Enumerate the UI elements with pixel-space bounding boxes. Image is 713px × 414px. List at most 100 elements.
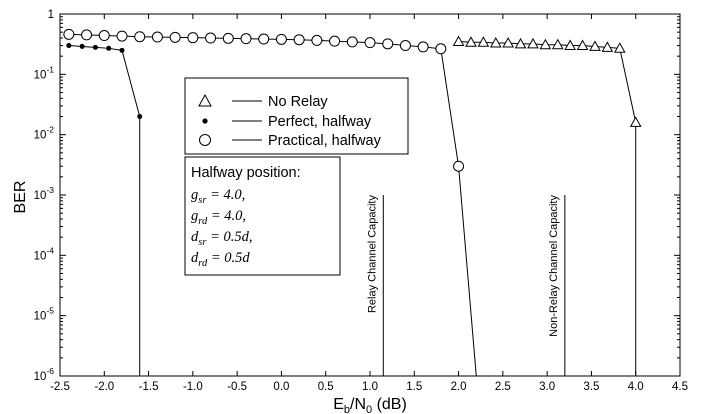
series-line [458,41,637,376]
data-point-triangle [539,38,552,50]
data-point-circle [364,37,376,49]
x-tick-label: 4.5 [672,381,688,393]
legend-circle-marker [199,134,211,146]
data-point-circle [134,31,146,43]
y-axis-label: BER [12,181,29,214]
data-point-circle [435,43,447,55]
data-point-dot [79,43,85,49]
data-point-circle [258,33,270,45]
data-point-dot [66,43,72,49]
x-tick-label: 0.5 [318,381,334,393]
y-tick-exponent: -4 [46,245,54,255]
parameter-symbol: g [191,208,198,224]
x-tick-label: 0.0 [273,381,289,393]
y-tick-exponent: -6 [46,366,54,376]
parameter-symbol: d [191,229,199,245]
parameter-box: Halfway position: gsr = 4.0,grd = 4.0,ds… [184,156,341,276]
capacity-lines: Relay Channel Capacity Non-Relay Channel … [366,195,566,376]
data-point-circle [222,32,234,44]
y-tick-label: 10-5 [34,306,55,323]
data-point-dot [119,47,125,53]
parameter-subscript: rd [198,216,208,227]
data-point-circle [240,33,252,45]
x-tick-label: -2.5 [50,381,70,393]
y-tick-base: 10 [34,250,47,262]
y-tick-base: 10 [34,371,47,383]
y-tick-label: 10-6 [34,366,55,383]
x-axis-label-sub-b: b [344,404,350,414]
y-tick-exponent: -2 [46,125,54,135]
data-point-triangle [527,37,539,49]
data-point-circle [453,160,465,172]
y-tick-base: 1 [48,9,54,21]
legend: No Relay Perfect, halfway Practical, hal… [184,77,409,155]
x-tick-label: -0.5 [227,381,247,393]
axis-ticks: -2.5 -2.0 -1.5 -1.0 -0.5 0.0 0.5 1.0 1.5 2.0 2.5 3.… [34,9,688,393]
parameter-subscript: rd [198,258,208,269]
y-tick-exponent: -5 [46,306,54,316]
legend-triangle-marker [198,93,212,107]
data-point-triangle [514,37,527,49]
x-tick-label: 3.5 [583,381,599,393]
legend-dot-marker [202,118,208,124]
y-tick-exponent: -3 [46,185,54,195]
parameter-line: dsr = 0.5d, [191,229,252,248]
y-tick-label: 10-4 [34,245,55,262]
parameter-value: = 4.0, [206,187,245,203]
y-tick-label: 10-3 [34,185,55,202]
legend-box [184,77,409,155]
data-point-circle [169,31,181,43]
capacity-label: Relay Channel Capacity [366,195,378,314]
data-point-triangle [629,116,642,127]
data-point-circle [151,31,163,43]
parameter-line: drd = 0.5d [191,250,250,269]
x-axis-label: Eb/N0 (dB) [333,396,407,414]
data-point-circle [346,36,358,48]
parameter-value: = 0.5d [207,250,250,266]
data-point-circle [205,32,217,44]
parameter-box-frame [184,156,341,276]
parameter-lines: gsr = 4.0,grd = 4.0,dsr = 0.5d,drd = 0.5… [191,187,252,269]
data-point-circle [187,32,199,44]
x-tick-label: 2.5 [495,381,511,393]
data-point-dot [137,114,143,120]
x-axis-label-unit: (dB) [372,396,407,413]
data-point-triangle [489,37,502,48]
data-point-circle [293,34,305,46]
parameter-subscript: sr [198,195,207,206]
y-tick-base: 10 [34,130,47,142]
data-point-circle [311,34,323,46]
data-point-circle [382,38,394,50]
parameter-symbol: g [191,187,198,203]
data-point-triangle [589,40,601,51]
x-axis-label-sub-0: 0 [366,404,372,414]
data-point-triangle [477,36,490,47]
data-point-circle [275,33,287,45]
data-point-dot [106,45,112,51]
plot-frame [59,13,681,377]
data-point-triangle [551,38,564,50]
data-point-circle [98,30,110,42]
y-tick-base: 10 [34,190,47,202]
data-point-triangle [465,36,477,47]
parameter-symbol: d [191,250,199,266]
capacity-label: Non-Relay Channel Capacity [548,195,560,337]
data-point-triangle [502,37,515,48]
legend-label-perfect: Perfect, halfway [268,114,372,130]
y-tick-label: 10-1 [34,64,55,81]
parameter-value: = 4.0, [207,208,246,224]
x-tick-label: 1.0 [362,381,378,393]
parameter-box-title: Halfway position: [191,165,301,181]
x-axis-label-slash: /N [350,396,366,413]
x-tick-label: -1.0 [183,381,203,393]
parameter-value: = 0.5d, [206,229,252,245]
legend-label-practical: Practical, halfway [268,133,382,149]
data-point-circle [329,35,341,47]
y-tick-label: 1 [48,9,54,21]
y-tick-exponent: -1 [46,64,54,74]
y-tick-label: 10-2 [34,125,55,142]
parameter-line: gsr = 4.0, [191,187,245,206]
data-point-circle [399,40,411,52]
y-tick-base: 10 [34,69,47,81]
